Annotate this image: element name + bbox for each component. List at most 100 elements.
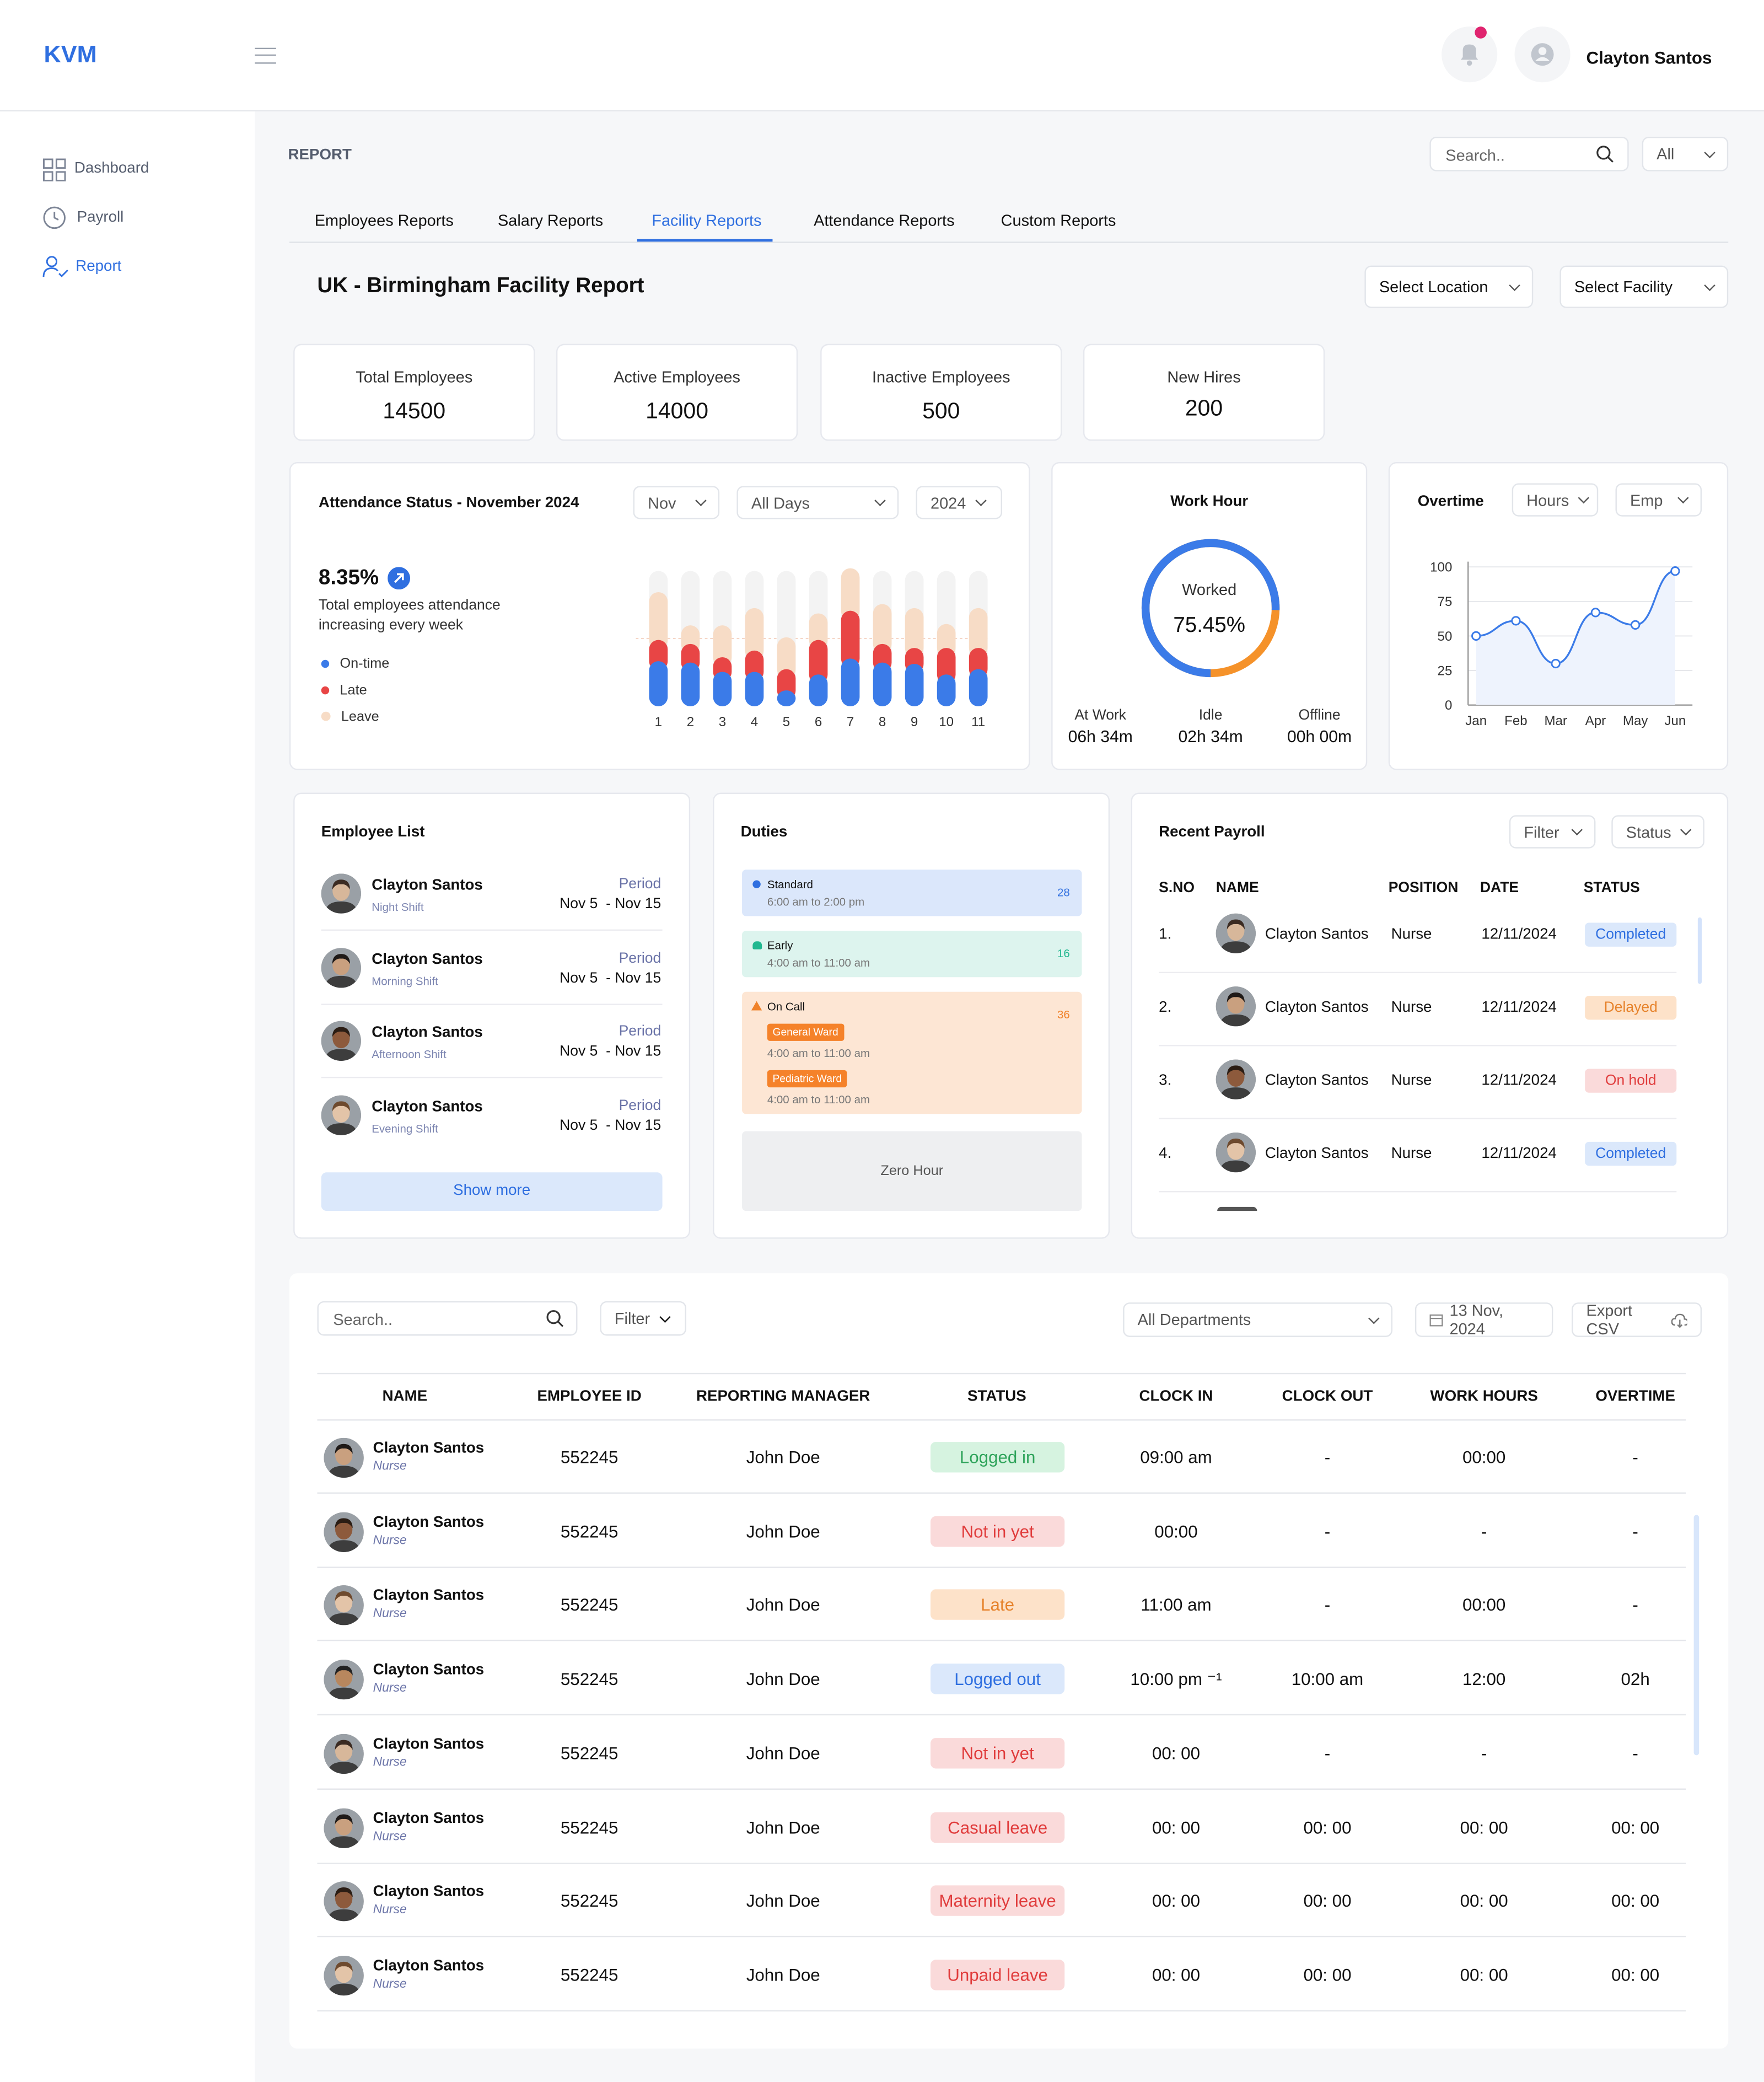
row-role: Nurse — [373, 1903, 407, 1918]
search-icon[interactable] — [546, 1309, 564, 1328]
search-scope-select[interactable]: All — [1642, 137, 1729, 171]
bar-leave — [649, 592, 668, 650]
row-avatar — [324, 1586, 364, 1626]
payroll-row[interactable]: 4. Clayton Santos Nurse 12/11/2024 Complete… — [1132, 1133, 1677, 1188]
duty-standard[interactable]: Standard 6:00 am to 2:00 pm 28 — [742, 870, 1082, 916]
row-manager: John Doe — [746, 1521, 820, 1541]
employee-name[interactable]: Clayton Santos — [372, 877, 483, 894]
table-filter-select[interactable]: Filter — [600, 1301, 686, 1336]
x-tick-label: Apr — [1585, 713, 1606, 728]
data-point — [1511, 616, 1521, 626]
payroll-status-badge: On hold — [1585, 1069, 1677, 1093]
employee-name[interactable]: Clayton Santos — [372, 1099, 483, 1115]
sidebar-item-payroll[interactable]: Payroll — [42, 206, 228, 232]
select-value: Hours — [1526, 490, 1569, 509]
employee-name[interactable]: Clayton Santos — [372, 1025, 483, 1042]
list-divider — [321, 1077, 663, 1079]
tab-employees-reports[interactable]: Employees Reports — [314, 211, 454, 230]
search-input[interactable]: Search.. — [1429, 137, 1629, 171]
date-picker[interactable]: 13 Nov, 2024 — [1415, 1301, 1553, 1338]
duty-early[interactable]: Early 4:00 am to 11:00 am 16 — [742, 931, 1082, 978]
sidebar-item-report[interactable]: Report — [42, 255, 228, 281]
table-row[interactable]: Clayton Santos Nurse 552245 John Doe Unpaid … — [317, 1938, 1686, 2011]
avatar[interactable] — [1514, 26, 1571, 83]
tab-custom-reports[interactable]: Custom Reports — [1001, 211, 1116, 230]
payroll-name: Clayton Santos — [1265, 926, 1369, 943]
table-row[interactable]: Clayton Santos Nurse 552245 John Doe Not in … — [317, 1495, 1686, 1568]
payroll-row[interactable]: 1. Clayton Santos Nurse 12/11/2024 Complete… — [1132, 913, 1677, 969]
show-more-button[interactable]: Show more — [321, 1172, 663, 1211]
menu-icon[interactable] — [255, 47, 276, 64]
user-name[interactable]: Clayton Santos — [1586, 47, 1712, 68]
bar-leave — [873, 604, 892, 653]
table-header-bottom-border — [317, 1419, 1686, 1421]
overtime-title: Overtime — [1417, 493, 1484, 510]
duty-on-call[interactable]: On Call 36 General Ward 4:00 am to 11:00… — [742, 991, 1082, 1114]
payroll-filter-select[interactable]: Filter — [1509, 815, 1596, 849]
sidebar-item-dashboard[interactable]: Dashboard — [42, 157, 228, 183]
table-row[interactable]: Clayton Santos Nurse 552245 John Doe Logged … — [317, 1421, 1686, 1494]
payroll-header-date: DATE — [1480, 880, 1519, 897]
month-select[interactable]: Nov — [633, 486, 720, 519]
bar-leave — [969, 608, 988, 657]
employee-shift: Evening Shift — [372, 1122, 438, 1136]
table-scrollbar[interactable] — [1693, 1515, 1700, 1756]
row-manager: John Doe — [746, 1965, 820, 1985]
employee-avatar — [321, 1095, 361, 1136]
duty-label: On Call — [767, 1000, 805, 1013]
payroll-scrollbar[interactable] — [1697, 917, 1702, 984]
payroll-status-badge: Delayed — [1585, 996, 1677, 1020]
emp-select[interactable]: Emp — [1615, 483, 1702, 517]
row-role: Nurse — [373, 1977, 407, 1992]
location-select[interactable]: Select Location — [1364, 265, 1534, 308]
x-tick-label: 10 — [939, 715, 954, 729]
table-search-input[interactable]: Search.. — [317, 1301, 578, 1336]
export-csv-button[interactable]: Export CSV — [1572, 1301, 1702, 1339]
period-value: Nov 5 - Nov 15 — [560, 970, 662, 986]
warning-icon — [751, 1001, 762, 1011]
stat-card-active: Active Employees 14000 — [556, 344, 798, 441]
bell-icon — [1461, 44, 1478, 66]
table-row[interactable]: Clayton Santos Nurse 552245 John Doe Materni… — [317, 1864, 1686, 1938]
year-select[interactable]: 2024 — [916, 486, 1003, 519]
bar-leave — [905, 608, 924, 657]
departments-select[interactable]: All Departments — [1123, 1302, 1392, 1337]
days-select[interactable]: All Days — [736, 486, 899, 519]
logo[interactable]: KVM — [44, 41, 97, 68]
payroll-row[interactable]: 3. Clayton Santos Nurse 12/11/2024 On hold — [1132, 1059, 1677, 1115]
payroll-position: Nurse — [1391, 1146, 1432, 1162]
hours-select[interactable]: Hours — [1512, 483, 1599, 517]
table-row[interactable]: Clayton Santos Nurse 552245 John Doe Late 11:… — [317, 1569, 1686, 1642]
facility-select[interactable]: Select Facility — [1559, 265, 1729, 308]
recent-payroll-card: Recent Payroll Filter Status S.NO NAME P… — [1131, 792, 1729, 1239]
attendance-rate: 8.35% — [318, 567, 379, 590]
status-badge: Logged out — [931, 1664, 1065, 1694]
row-name: Clayton Santos — [373, 1514, 485, 1531]
duty-label: Standard — [767, 877, 813, 891]
calendar-icon — [1429, 1314, 1443, 1327]
user-icon — [1531, 43, 1554, 66]
employee-name[interactable]: Clayton Santos — [372, 951, 483, 968]
payroll-avatar — [1216, 986, 1256, 1027]
select-value: All — [1657, 144, 1675, 164]
tab-facility-reports[interactable]: Facility Reports — [652, 211, 762, 230]
select-value: Status — [1626, 822, 1671, 841]
chevron-down-icon — [1368, 1312, 1380, 1324]
tab-salary-reports[interactable]: Salary Reports — [498, 211, 604, 230]
chevron-down-icon — [1677, 492, 1689, 504]
table-row[interactable]: Clayton Santos Nurse 552245 John Doe Logged … — [317, 1643, 1686, 1716]
button-label: Export CSV — [1586, 1301, 1633, 1339]
table-row[interactable]: Clayton Santos Nurse 552245 John Doe Casual … — [317, 1790, 1686, 1864]
x-tick-label: 3 — [719, 715, 726, 729]
duty-zero-hour[interactable]: Zero Hour — [742, 1131, 1082, 1211]
search-icon[interactable] — [1595, 144, 1614, 163]
payroll-row[interactable]: 2. Clayton Santos Nurse 12/11/2024 Delayed — [1132, 986, 1677, 1042]
row-hours: 00: 00 — [1460, 1891, 1508, 1911]
table-header-top-border — [317, 1372, 1686, 1375]
bar-ontime — [969, 669, 988, 707]
payroll-status-select[interactable]: Status — [1611, 815, 1704, 849]
notification-button[interactable] — [1442, 26, 1498, 83]
status-badge: Not in yet — [931, 1516, 1065, 1547]
tab-attendance-reports[interactable]: Attendance Reports — [814, 211, 955, 230]
table-row[interactable]: Clayton Santos Nurse 552245 John Doe Not in … — [317, 1716, 1686, 1790]
